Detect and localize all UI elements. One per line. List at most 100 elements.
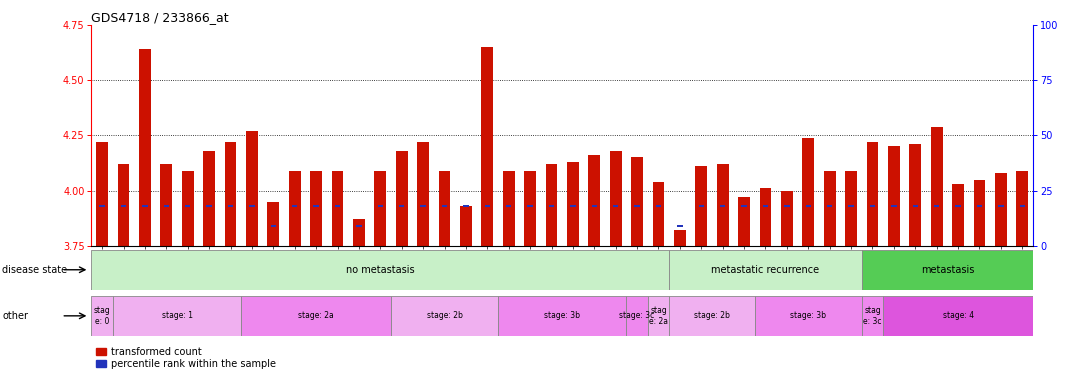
Bar — [677, 225, 682, 227]
Bar — [335, 205, 340, 207]
Bar — [656, 205, 661, 207]
Bar — [866, 142, 878, 246]
Bar — [738, 197, 750, 246]
Bar — [695, 166, 707, 246]
Bar — [803, 137, 815, 246]
Bar — [356, 225, 362, 227]
Bar — [862, 296, 883, 336]
Bar — [955, 205, 961, 207]
Bar — [567, 162, 579, 246]
Bar — [824, 171, 836, 246]
Text: stage: 1: stage: 1 — [161, 311, 193, 320]
Bar — [754, 296, 862, 336]
Text: stage: 2b: stage: 2b — [426, 311, 463, 320]
Bar — [439, 171, 451, 246]
Text: stage: 2a: stage: 2a — [298, 311, 334, 320]
Text: GDS4718 / 233866_at: GDS4718 / 233866_at — [91, 11, 229, 24]
Bar — [250, 205, 255, 207]
Bar — [484, 205, 490, 207]
Bar — [164, 205, 169, 207]
Bar — [610, 151, 622, 246]
Bar — [806, 205, 811, 207]
Bar — [391, 296, 498, 336]
Bar — [909, 144, 921, 246]
Bar — [271, 225, 277, 227]
Bar — [246, 131, 258, 246]
Bar — [549, 205, 554, 207]
Bar — [502, 171, 514, 246]
Bar — [139, 49, 151, 246]
Bar — [91, 296, 113, 336]
Bar — [442, 205, 448, 207]
Bar — [974, 180, 986, 246]
Bar — [331, 171, 343, 246]
Bar — [464, 205, 468, 207]
Bar — [481, 47, 493, 246]
Bar — [182, 171, 194, 246]
Bar — [995, 173, 1007, 246]
Bar — [784, 205, 790, 207]
Bar — [524, 171, 536, 246]
Bar — [763, 205, 768, 207]
Bar — [589, 155, 600, 246]
Bar — [845, 171, 856, 246]
Bar — [417, 142, 429, 246]
Bar — [91, 250, 669, 290]
Bar — [648, 296, 669, 336]
Bar — [99, 205, 104, 207]
Bar — [288, 171, 300, 246]
Bar — [977, 205, 982, 207]
Text: metastatic recurrence: metastatic recurrence — [711, 265, 820, 275]
Bar — [717, 164, 728, 246]
Text: other: other — [2, 311, 28, 321]
Bar — [912, 205, 918, 207]
Bar — [760, 189, 771, 246]
Bar — [613, 205, 619, 207]
Bar — [781, 190, 793, 246]
Bar — [952, 184, 964, 246]
Text: stage: 2b: stage: 2b — [694, 311, 730, 320]
Bar — [934, 205, 939, 207]
Text: metastasis: metastasis — [921, 265, 974, 275]
Bar — [313, 205, 318, 207]
Bar — [461, 206, 471, 246]
Bar — [999, 205, 1004, 207]
Bar — [96, 142, 108, 246]
Bar — [931, 127, 943, 246]
Bar — [113, 296, 241, 336]
Bar — [310, 171, 322, 246]
Bar — [117, 164, 129, 246]
Bar — [241, 296, 391, 336]
Bar — [869, 205, 875, 207]
Text: stage: 3b: stage: 3b — [544, 311, 580, 320]
Bar — [506, 205, 511, 207]
Text: disease state: disease state — [2, 265, 68, 275]
Text: stag
e: 2a: stag e: 2a — [649, 306, 668, 326]
Bar — [653, 182, 664, 246]
Bar — [399, 205, 405, 207]
Bar — [827, 205, 833, 207]
Bar — [741, 205, 747, 207]
Bar — [378, 205, 383, 207]
Bar — [632, 157, 643, 246]
Bar — [185, 205, 190, 207]
Bar — [848, 205, 853, 207]
Text: no metastasis: no metastasis — [346, 265, 414, 275]
Text: stag
e: 0: stag e: 0 — [94, 306, 111, 326]
Bar — [203, 151, 215, 246]
Bar — [674, 230, 685, 246]
Bar — [635, 205, 640, 207]
Bar — [498, 296, 626, 336]
Bar — [121, 205, 126, 207]
Legend: transformed count, percentile rank within the sample: transformed count, percentile rank withi… — [97, 347, 275, 369]
Bar — [888, 146, 900, 246]
Bar — [1020, 205, 1025, 207]
Bar — [353, 219, 365, 246]
Bar — [720, 205, 725, 207]
Bar — [142, 205, 147, 207]
Text: stage: 3c: stage: 3c — [620, 311, 654, 320]
Bar — [225, 142, 237, 246]
Bar — [228, 205, 233, 207]
Text: stage: 4: stage: 4 — [943, 311, 974, 320]
Bar — [546, 164, 557, 246]
